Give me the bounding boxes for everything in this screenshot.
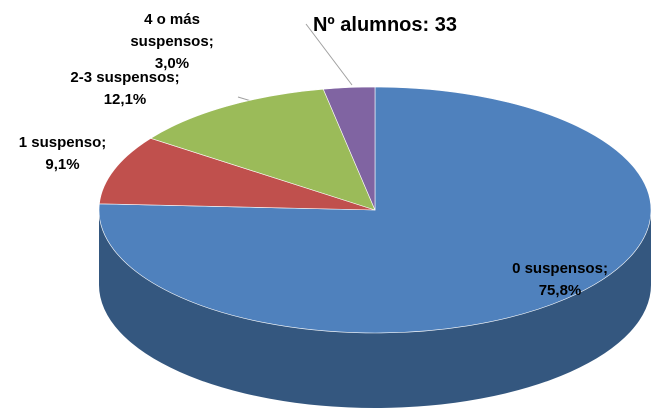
label-category: 1 suspenso — [18, 134, 102, 151]
leader-line — [305, 23, 353, 86]
slice — [322, 86, 376, 211]
label-category: 4 o más suspensos — [130, 11, 209, 50]
label-separator: ; — [174, 69, 180, 86]
label-separator: ; — [208, 33, 214, 50]
label-value: 9,1% — [45, 156, 80, 173]
chart-title: Nº alumnos: 33 — [312, 14, 457, 36]
label-separator: ; — [602, 260, 608, 277]
slice — [99, 138, 376, 211]
label-category: 0 suspensos — [512, 260, 603, 277]
slice — [98, 86, 651, 334]
label-category: 2-3 suspensos — [70, 69, 175, 86]
label-value: 12,1% — [103, 91, 147, 108]
data-label: 4 o más suspensos; 3,0% — [122, 9, 222, 75]
data-label: 0 suspensos; 75,8% — [485, 258, 635, 302]
label-value: 3,0% — [154, 55, 190, 72]
data-label: 2-3 suspensos; 12,1% — [50, 67, 200, 111]
label-value: 75,8% — [538, 282, 582, 299]
data-label: 1 suspenso; 9,1% — [0, 132, 125, 176]
slice-side — [99, 210, 651, 408]
label-separator: ; — [101, 134, 107, 151]
slice — [149, 88, 376, 211]
